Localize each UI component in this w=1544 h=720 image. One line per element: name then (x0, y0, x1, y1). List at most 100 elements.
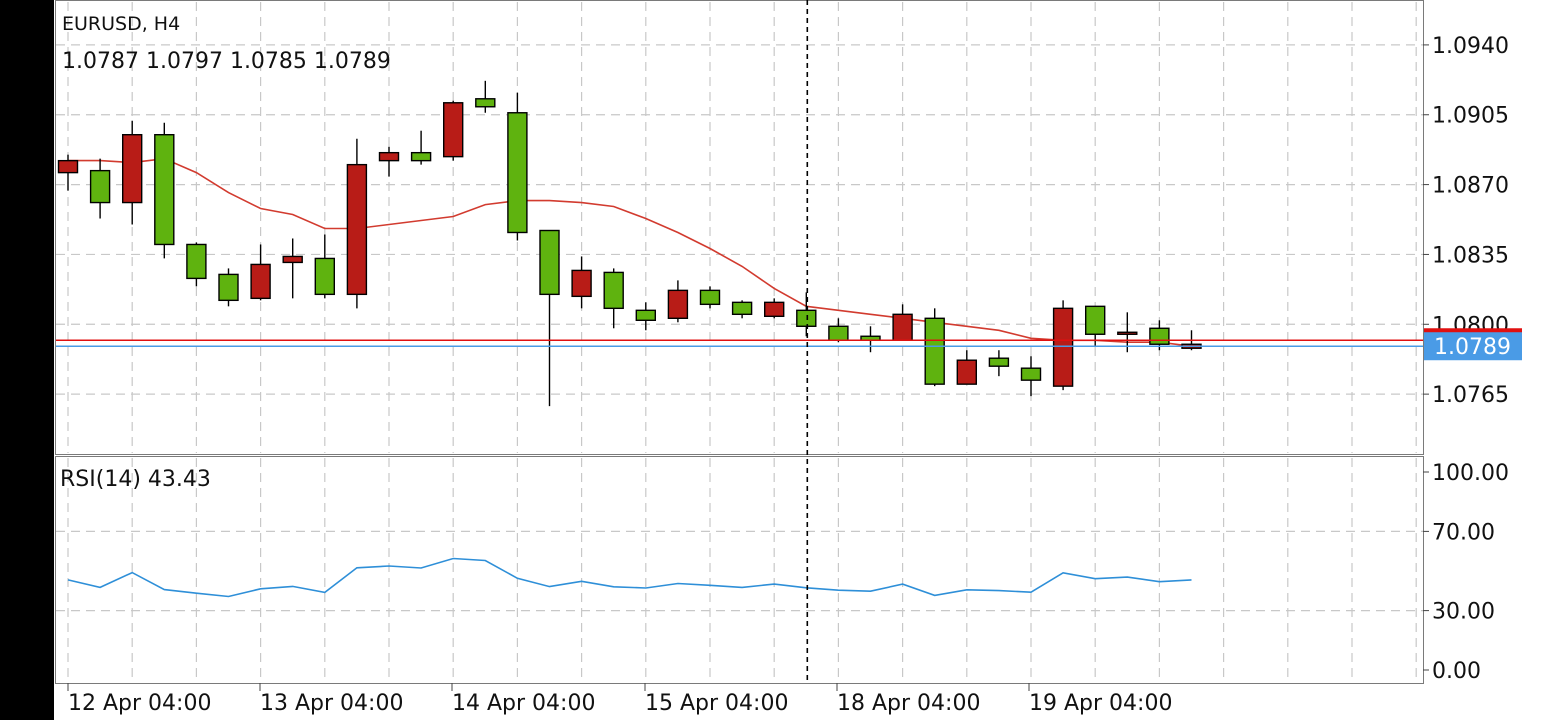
candle-22 (764, 298, 785, 319)
left-edge-bar (0, 0, 54, 720)
time-tick-label: 19 Apr 04:00 (1029, 691, 1172, 716)
candle-5 (218, 268, 239, 307)
grid (56, 2, 1423, 682)
candle-30 (1020, 356, 1042, 397)
candle-body (539, 229, 560, 296)
moving-average-line (68, 157, 1192, 347)
candle-body (186, 243, 207, 280)
candle-3 (154, 122, 175, 259)
current-price-label: 1.0789 (1434, 335, 1511, 360)
candle-26 (892, 304, 913, 341)
candle-body (956, 359, 977, 385)
candle-25 (860, 326, 881, 353)
candle-body (571, 269, 592, 298)
candle-21 (731, 300, 753, 319)
time-tick-label: 14 Apr 04:00 (452, 691, 595, 716)
candle-body (764, 301, 785, 318)
candlestick-series (57, 80, 1202, 407)
time-tick-label: 18 Apr 04:00 (837, 691, 980, 716)
candle-body (731, 301, 753, 316)
ohlc-readout: 1.0787 1.0797 1.0785 1.0789 (62, 49, 391, 74)
rsi-polyline (67, 557, 1192, 598)
price-tick-label: 1.0765 (1432, 383, 1509, 408)
candle-8 (314, 234, 335, 299)
ma-polyline (68, 157, 1192, 347)
candle-9 (346, 138, 368, 309)
time-tick-label: 15 Apr 04:00 (645, 691, 788, 716)
rsi-label: RSI(14) 43.43 (60, 467, 211, 492)
candle-body (603, 271, 624, 310)
candle-body (314, 257, 335, 296)
candle-body (699, 289, 721, 306)
rsi-tick-label: 70.00 (1432, 520, 1495, 545)
candle-body (1149, 327, 1170, 345)
rsi-line (67, 557, 1192, 598)
candle-body (89, 169, 111, 204)
candle-body (828, 325, 849, 341)
candle-2 (121, 120, 143, 225)
candle-24 (828, 318, 849, 343)
candle-10 (378, 146, 400, 177)
symbol-label: EURUSD, H4 (62, 13, 180, 35)
candle-27 (924, 308, 945, 387)
candle-4 (186, 242, 207, 287)
candle-11 (410, 130, 432, 165)
candle-body (507, 112, 528, 234)
candle-body (475, 98, 496, 108)
candle-body (892, 313, 913, 341)
candle-body (218, 273, 239, 302)
candle-17 (603, 268, 624, 329)
candle-body (635, 309, 656, 321)
price-tick-label: 1.0905 (1432, 104, 1509, 129)
candle-13 (475, 80, 496, 113)
price-lines (56, 339, 1423, 348)
candle-20 (699, 286, 721, 309)
rsi-axis: 100.00 70.00 30.00 0.00 (1423, 461, 1509, 684)
candle-body (796, 309, 817, 327)
candle-body (1052, 307, 1074, 387)
candle-body (410, 151, 432, 162)
candle-body (988, 357, 1010, 367)
current-price-tag (1424, 332, 1522, 361)
candle-28 (956, 350, 977, 385)
ask-price-tag (1424, 328, 1522, 336)
candle-23 (796, 292, 817, 337)
candle-body (1117, 331, 1138, 335)
candle-12 (443, 100, 464, 161)
candle-body (154, 134, 175, 246)
chart-frame (55, 0, 1424, 684)
candle-body (1084, 305, 1106, 335)
candle-body (282, 255, 303, 264)
candle-7 (282, 238, 303, 299)
candle-18 (635, 302, 656, 331)
price-axis: 1.09401.09051.08701.08351.08001.07651.07… (1423, 34, 1522, 408)
price-tick-label: 1.0835 (1432, 243, 1509, 268)
candle-19 (667, 280, 689, 323)
candle-body (346, 163, 368, 296)
candle-body (57, 159, 79, 174)
candle-14 (507, 92, 528, 241)
price-tick-label: 1.0870 (1432, 174, 1509, 199)
candle-15 (539, 229, 560, 407)
candle-32 (1084, 305, 1106, 347)
candle-body (121, 134, 143, 204)
price-tick-label: 1.0940 (1432, 34, 1509, 59)
rsi-tick-label: 100.00 (1432, 461, 1509, 486)
candle-29 (988, 350, 1010, 377)
candle-body (924, 317, 945, 385)
time-axis: 12 Apr 04:00 13 Apr 04:00 14 Apr 04:00 15 A… (67, 683, 1172, 716)
candle-body (443, 102, 464, 158)
candle-0 (57, 154, 79, 191)
candle-body (1020, 367, 1042, 381)
time-tick-label: 12 Apr 04:00 (68, 691, 211, 716)
candle-body (378, 151, 400, 162)
candle-16 (571, 256, 592, 309)
candle-1 (89, 158, 111, 219)
candle-body (250, 263, 271, 300)
rsi-tick-label: 30.00 (1432, 600, 1495, 625)
candle-31 (1052, 300, 1074, 391)
candle-6 (250, 244, 271, 301)
candle-body (667, 289, 689, 319)
rsi-tick-label: 0.00 (1432, 659, 1481, 684)
